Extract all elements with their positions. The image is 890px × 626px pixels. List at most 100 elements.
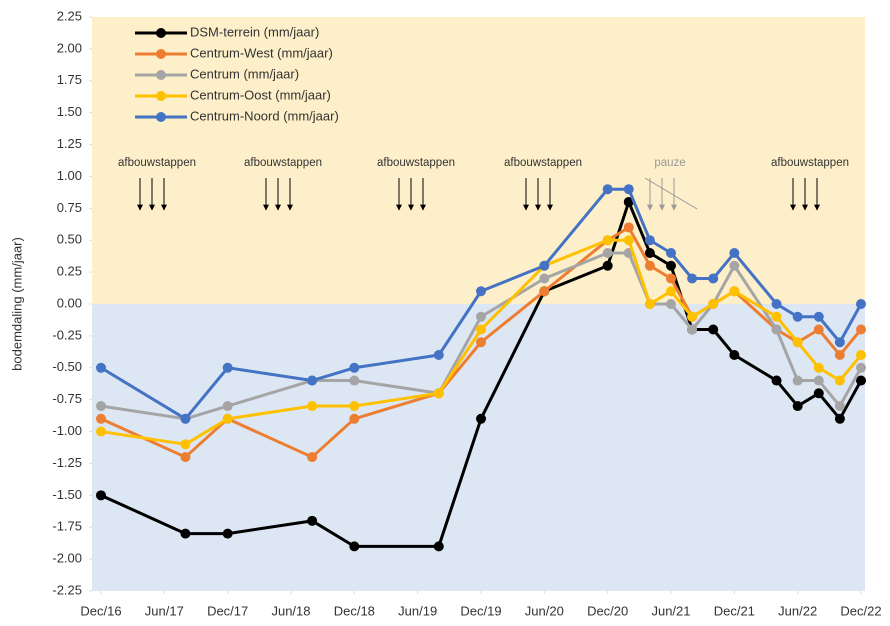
data-point [644, 260, 655, 271]
data-point [729, 260, 740, 271]
data-point [813, 375, 824, 386]
legend-label: DSM-terrein (mm/jaar) [190, 24, 319, 39]
data-point [96, 401, 106, 412]
legend-marker [156, 28, 166, 38]
data-point [834, 401, 845, 412]
legend-label: Centrum-West (mm/jaar) [190, 45, 333, 60]
data-point [602, 184, 613, 195]
x-tick-label: Jun/17 [145, 603, 184, 618]
data-point [792, 375, 803, 386]
data-point [708, 273, 719, 284]
data-point [539, 286, 550, 297]
legend-marker [156, 49, 166, 59]
x-tick-label: Dec/20 [587, 603, 628, 618]
data-point [687, 324, 698, 335]
data-point [792, 401, 803, 412]
pause-line [644, 177, 698, 210]
x-tick-label: Jun/21 [651, 603, 690, 618]
data-point [180, 439, 191, 450]
data-point [433, 350, 444, 361]
data-point [834, 413, 845, 424]
data-point [433, 388, 444, 399]
data-point [666, 286, 676, 297]
y-tick-label: 1.75 [57, 72, 82, 87]
annotation: pauze [654, 157, 685, 169]
series-line [100, 251, 863, 421]
y-tick-label: -1.50 [52, 487, 82, 502]
data-point [834, 337, 845, 348]
data-point [539, 260, 550, 271]
x-tick-label: Jun/18 [271, 603, 310, 618]
y-tick-label: -1.25 [52, 455, 82, 470]
data-point [729, 286, 740, 297]
data-point [222, 362, 233, 373]
data-point [349, 541, 360, 552]
data-point [180, 413, 191, 424]
data-point [708, 299, 719, 309]
data-point [476, 286, 486, 297]
data-point [856, 350, 866, 361]
data-point [771, 324, 782, 335]
data-point [687, 273, 698, 284]
x-tick-label: Dec/16 [80, 603, 121, 618]
y-tick-label: -0.75 [52, 391, 82, 406]
x-tick-label: Dec/21 [714, 603, 755, 618]
data-point [222, 413, 233, 424]
annotation: afbouwstappen [771, 157, 849, 169]
data-point [349, 413, 360, 424]
data-point [666, 273, 676, 284]
data-point [729, 350, 740, 361]
data-point [307, 375, 318, 386]
data-point [687, 311, 698, 322]
data-point [644, 299, 655, 309]
y-tick-label: -1.00 [52, 423, 82, 438]
data-point [349, 375, 360, 386]
data-point [307, 401, 318, 412]
data-point [623, 184, 634, 195]
legend-marker [156, 112, 166, 122]
data-point [307, 515, 318, 526]
data-point [476, 311, 486, 322]
data-point [476, 337, 486, 348]
data-point [856, 375, 866, 386]
data-point [96, 362, 106, 373]
data-point [96, 490, 106, 501]
data-point [349, 401, 360, 412]
y-tick-label: -0.25 [52, 327, 82, 342]
data-point [813, 311, 824, 322]
data-point [180, 452, 191, 463]
series-line [100, 238, 863, 446]
data-point [96, 426, 106, 437]
legend-marker [156, 70, 166, 80]
data-point [666, 299, 676, 309]
legend-label: Centrum-Oost (mm/jaar) [190, 87, 331, 102]
y-tick-label: -1.75 [52, 519, 82, 534]
data-point [834, 350, 845, 361]
legend-label: Centrum (mm/jaar) [190, 66, 299, 81]
x-tick-label: Dec/17 [207, 603, 248, 618]
annotation: afbouwstappen [244, 157, 322, 169]
data-point [856, 362, 866, 373]
data-point [856, 299, 866, 309]
data-point [623, 222, 634, 233]
x-tick-label: Dec/18 [334, 603, 375, 618]
data-point [222, 528, 233, 539]
data-point [180, 528, 191, 539]
data-point [96, 413, 106, 424]
y-tick-label: 1.50 [57, 104, 82, 119]
data-point [729, 247, 740, 258]
data-point [813, 388, 824, 399]
data-point [602, 260, 613, 271]
x-tick-label: Jun/19 [398, 603, 437, 618]
data-point [476, 324, 486, 335]
data-point [602, 247, 613, 258]
data-point [834, 375, 845, 386]
annotation: afbouwstappen [377, 157, 455, 169]
series-line [100, 200, 863, 548]
legend-label: Centrum-Noord (mm/jaar) [190, 108, 339, 123]
data-point [813, 362, 824, 373]
y-axis-title: bodemdaling (mm/jaar) [9, 237, 24, 371]
data-point [771, 311, 782, 322]
x-tick-label: Dec/22 [840, 603, 881, 618]
